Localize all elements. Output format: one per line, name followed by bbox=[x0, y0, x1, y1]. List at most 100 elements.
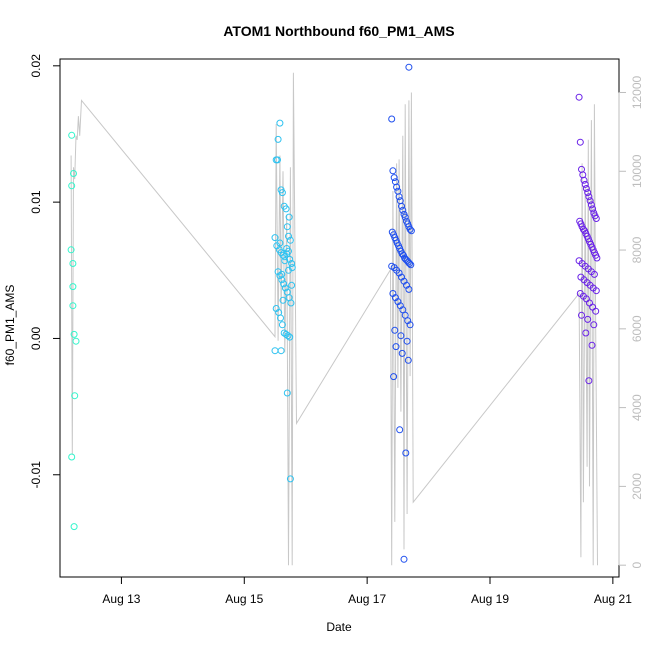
series-line bbox=[70, 72, 598, 566]
data-point bbox=[274, 156, 281, 164]
data-point bbox=[287, 299, 295, 307]
data-point bbox=[68, 182, 76, 190]
data-point bbox=[70, 523, 78, 531]
data-point bbox=[582, 329, 590, 337]
data-point bbox=[585, 377, 593, 385]
x-axis: Aug 13 Aug 15 Aug 17 Aug 19 Aug 21 bbox=[102, 577, 632, 606]
data-point bbox=[67, 246, 75, 254]
plot-frame bbox=[59, 58, 620, 578]
data-point bbox=[286, 255, 294, 263]
data-point bbox=[70, 170, 77, 177]
data-point bbox=[578, 311, 585, 319]
data-point bbox=[402, 449, 410, 457]
right-y-tick-label: 2000 bbox=[630, 473, 644, 500]
right-y-tick-label: 6000 bbox=[630, 315, 644, 342]
data-point bbox=[390, 174, 398, 182]
data-point bbox=[398, 202, 405, 210]
data-point bbox=[405, 285, 413, 293]
data-point bbox=[285, 213, 293, 221]
data-point bbox=[575, 93, 583, 101]
data-point bbox=[584, 189, 592, 197]
data-point bbox=[587, 201, 595, 209]
right-y-tick-label: 12000 bbox=[630, 75, 644, 109]
data-point bbox=[403, 337, 411, 345]
data-point bbox=[581, 180, 589, 188]
data-point bbox=[72, 337, 80, 345]
data-point bbox=[399, 206, 407, 214]
data-point bbox=[592, 215, 600, 222]
data-point bbox=[589, 205, 597, 213]
data-point bbox=[69, 283, 77, 291]
data-point bbox=[586, 197, 594, 205]
data-point bbox=[286, 333, 294, 341]
data-point bbox=[282, 205, 290, 213]
data-point bbox=[286, 236, 294, 244]
y-axis: -0.01 0.00 0.01 0.02 bbox=[29, 54, 60, 489]
y-tick-label: -0.01 bbox=[29, 461, 43, 489]
right-y-axis: 0 2000 4000 6000 8000 10000 12000 bbox=[618, 75, 644, 569]
data-point bbox=[286, 475, 294, 483]
data-point bbox=[281, 284, 289, 292]
data-point bbox=[285, 266, 292, 274]
data-point bbox=[285, 232, 292, 240]
data-point bbox=[392, 343, 400, 351]
data-point bbox=[407, 261, 415, 269]
y-tick-label: 0.02 bbox=[29, 54, 43, 78]
data-point bbox=[390, 373, 398, 381]
data-point bbox=[398, 349, 406, 357]
x-tick-label: Aug 17 bbox=[348, 592, 386, 606]
x-tick-label: Aug 21 bbox=[594, 592, 632, 606]
right-y-tick-label: 0 bbox=[630, 562, 644, 569]
data-point bbox=[69, 260, 77, 267]
data-point bbox=[584, 315, 592, 323]
data-point bbox=[283, 245, 291, 252]
data-point bbox=[288, 260, 296, 267]
chart-title: ATOM1 Northbound f60_PM1_AMS bbox=[223, 23, 454, 39]
data-point bbox=[407, 227, 415, 235]
data-point bbox=[404, 356, 412, 364]
data-point bbox=[277, 347, 285, 355]
x-axis-label: Date bbox=[326, 620, 352, 634]
data-point bbox=[274, 135, 282, 143]
data-point bbox=[68, 453, 76, 461]
data-point bbox=[288, 281, 296, 289]
data-point bbox=[276, 119, 284, 127]
data-point bbox=[406, 321, 414, 329]
line-layer bbox=[70, 72, 598, 566]
data-point bbox=[278, 276, 286, 284]
data-point bbox=[592, 287, 600, 295]
data-point bbox=[69, 302, 77, 310]
y-tick-label: 0.00 bbox=[29, 326, 43, 350]
right-y-tick-label: 10000 bbox=[630, 154, 644, 188]
data-point bbox=[277, 314, 284, 322]
data-point bbox=[276, 239, 284, 247]
y-axis-label: f60_PM1_AMS bbox=[3, 285, 17, 366]
data-point bbox=[71, 392, 79, 400]
data-point bbox=[281, 257, 289, 265]
data-point bbox=[590, 270, 598, 278]
data-point bbox=[395, 193, 403, 201]
data-point bbox=[283, 223, 291, 231]
points-layer bbox=[67, 63, 601, 563]
data-point bbox=[406, 260, 413, 267]
data-point bbox=[592, 307, 600, 315]
data-point bbox=[585, 193, 593, 201]
data-point bbox=[271, 347, 279, 355]
data-point bbox=[576, 138, 584, 146]
data-point bbox=[278, 321, 286, 329]
x-tick-label: Aug 13 bbox=[102, 592, 140, 606]
x-tick-label: Aug 15 bbox=[225, 592, 263, 606]
data-point bbox=[406, 225, 414, 233]
data-point bbox=[271, 234, 279, 242]
data-point bbox=[391, 326, 399, 334]
data-point bbox=[400, 555, 408, 563]
data-point bbox=[276, 272, 284, 280]
data-point bbox=[389, 167, 397, 175]
x-tick-label: Aug 19 bbox=[471, 592, 509, 606]
data-point bbox=[405, 63, 413, 71]
data-point bbox=[283, 389, 291, 397]
data-point bbox=[580, 176, 588, 184]
data-point bbox=[396, 426, 404, 434]
data-point bbox=[397, 332, 405, 340]
